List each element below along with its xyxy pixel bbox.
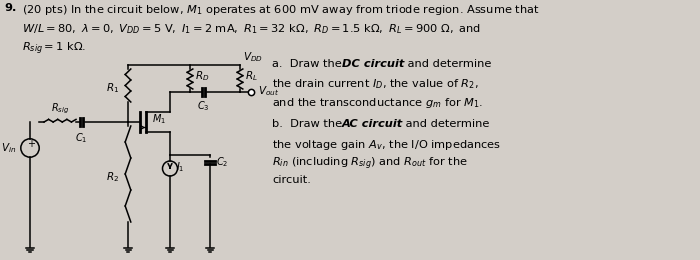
Text: $R_{in}$ (including $R_{sig}$) and $R_{out}$ for the: $R_{in}$ (including $R_{sig}$) and $R_{o… — [272, 156, 468, 172]
Text: AC circuit: AC circuit — [342, 119, 402, 129]
Text: $C_3$: $C_3$ — [197, 100, 210, 113]
Text: b.  Draw the: b. Draw the — [272, 119, 346, 129]
Text: $C_2$: $C_2$ — [216, 155, 228, 169]
Text: $R_{sig}$: $R_{sig}$ — [51, 101, 69, 115]
Text: $I_1$: $I_1$ — [176, 161, 185, 174]
Text: and determine: and determine — [402, 119, 489, 129]
Text: the drain current $I_D$, the value of $R_2$,: the drain current $I_D$, the value of $R… — [272, 77, 479, 91]
Text: $M_1$: $M_1$ — [153, 112, 167, 126]
Text: $V_{out}$: $V_{out}$ — [258, 84, 279, 98]
Text: $R_L$: $R_L$ — [245, 70, 258, 83]
Text: $V_{in}$: $V_{in}$ — [1, 141, 16, 155]
Text: a.  Draw the: a. Draw the — [272, 59, 345, 69]
Text: $R_D$: $R_D$ — [195, 70, 209, 83]
Text: and the transconductance $g_m$ for $M_1$.: and the transconductance $g_m$ for $M_1$… — [272, 96, 483, 110]
Text: the voltage gain $A_v$, the I/O impedances: the voltage gain $A_v$, the I/O impedanc… — [272, 138, 501, 152]
Text: $R_2$: $R_2$ — [106, 170, 119, 184]
Text: $V_{DD}$: $V_{DD}$ — [243, 50, 263, 64]
Text: +: + — [27, 139, 35, 149]
Text: circuit.: circuit. — [272, 174, 311, 185]
Text: (20 pts) In the circuit below, $M_1$ operates at 600 mV away from triode region.: (20 pts) In the circuit below, $M_1$ ope… — [22, 3, 540, 17]
Text: $W/L = 80,\ \lambda = 0,\ V_{DD} = 5\ \mathrm{V},\ I_1 = 2\ \mathrm{mA},\ R_1 = : $W/L = 80,\ \lambda = 0,\ V_{DD} = 5\ \m… — [22, 22, 481, 36]
Text: and determine: and determine — [404, 59, 491, 69]
Text: $R_{sig} = 1\ \mathrm{k\Omega}.$: $R_{sig} = 1\ \mathrm{k\Omega}.$ — [22, 41, 86, 57]
Text: DC circuit: DC circuit — [342, 59, 404, 69]
Text: 9.: 9. — [4, 3, 16, 13]
Text: $R_1$: $R_1$ — [106, 82, 119, 95]
Text: $C_1$: $C_1$ — [76, 131, 88, 145]
